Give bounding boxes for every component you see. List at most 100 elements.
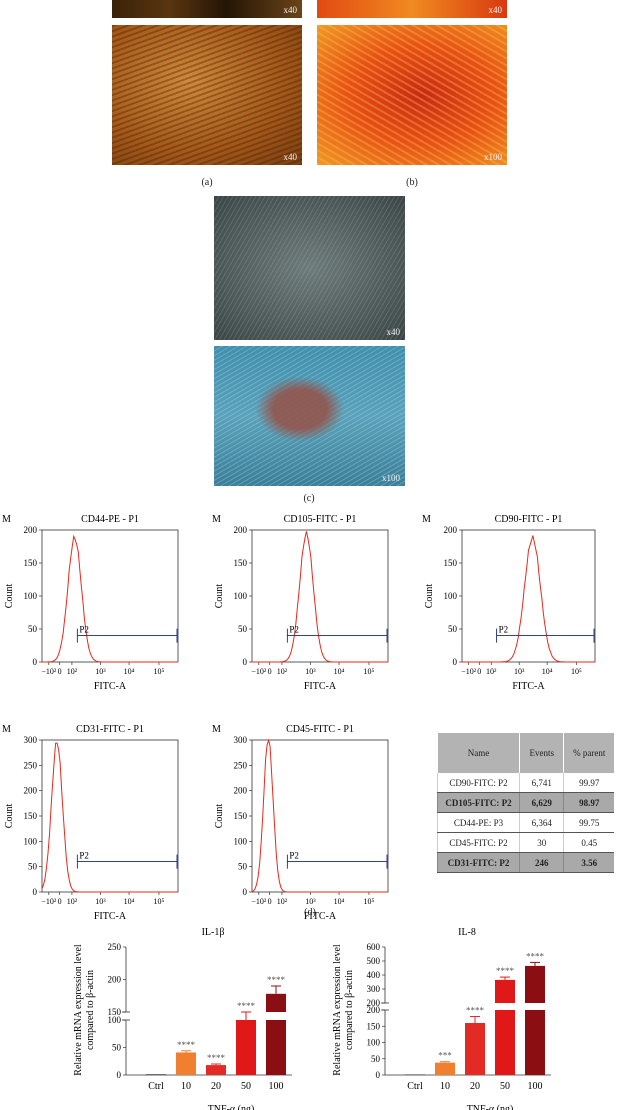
table-cell: 30 xyxy=(519,832,564,853)
y-tick-label: 0 xyxy=(33,887,38,897)
x-tick-label: 0 xyxy=(58,667,62,676)
table-cell: 6,741 xyxy=(519,773,564,793)
x-tick-label: 10⁴ xyxy=(124,897,135,906)
magnification-label: x40 xyxy=(283,5,298,15)
y-tick-label: 50 xyxy=(238,862,248,872)
y-tick-label: 0 xyxy=(453,657,458,667)
gate-label: P2 xyxy=(499,625,509,635)
x-tick-label: 0 xyxy=(268,667,272,676)
x-tick-label: 10⁵ xyxy=(571,667,582,676)
x-axis-label: FITC-A xyxy=(512,681,545,692)
plot-frame xyxy=(41,739,179,893)
table-cell: 99.97 xyxy=(563,773,614,793)
x-tick-label: 10² xyxy=(67,897,78,906)
x-tick-label: 10⁴ xyxy=(542,667,553,676)
x-tick-label: 10⁵ xyxy=(364,667,375,676)
x-axis-label: FITC-A xyxy=(304,681,337,692)
table-cell: 98.97 xyxy=(563,792,614,813)
y-tick-label: 250 xyxy=(24,760,38,770)
x-tick-label: 10² xyxy=(277,667,288,676)
table-row: CD90-FITC: P2 6,741 99.97 xyxy=(436,773,614,793)
x-tick-label: 10² xyxy=(486,667,497,676)
x-tick-label: 0 xyxy=(477,667,481,676)
y-tick-label: 200 xyxy=(234,525,248,535)
histogram-trace xyxy=(251,738,388,893)
histogram-trace xyxy=(41,742,178,893)
y-tick-label: 100 xyxy=(234,591,248,601)
table-header-row: Name Events % parent xyxy=(436,733,614,773)
y-axis-label: Count xyxy=(4,584,15,609)
gate-label: P2 xyxy=(289,851,299,861)
y-tick-label: 150 xyxy=(24,811,38,821)
panel-c-label: (c) xyxy=(303,493,315,504)
y-tick-label: 200 xyxy=(234,786,248,796)
y-tick-label: 100 xyxy=(444,591,458,601)
y-axis-label: Count xyxy=(214,584,225,609)
gate-label: P2 xyxy=(289,625,299,635)
histogram-trace xyxy=(42,534,178,663)
x-tick-label: 10⁵ xyxy=(154,897,165,906)
x-tick-label: 10³ xyxy=(305,667,316,676)
y-tick-label: 0 xyxy=(243,657,248,667)
plot-title: CD105-FITC - P1 xyxy=(284,514,357,525)
x-tick-label: −10² xyxy=(251,897,267,906)
table-header-percent: % parent xyxy=(563,733,614,773)
y-tick-label: 300 xyxy=(234,735,248,745)
plot-title: CD44-PE - P1 xyxy=(81,514,139,525)
table-cell: 3.56 xyxy=(563,852,614,873)
y-tick-label: 50 xyxy=(28,862,38,872)
y-tick-label: 250 xyxy=(234,760,248,770)
table-cell: CD105-FITC: P2 xyxy=(436,792,520,813)
table-row: CD45-FITC: P2 30 0.45 xyxy=(436,832,614,853)
table-header-name: Name xyxy=(436,733,520,773)
x-tick-label: 10³ xyxy=(514,667,525,676)
y-tick-label: 200 xyxy=(444,525,458,535)
table-cell: 246 xyxy=(519,852,564,873)
flow-stats-table: Name Events % parent CD90-FITC: P2 6,741… xyxy=(436,733,614,873)
panel-b-image-bottom: x100 xyxy=(317,25,507,165)
panel-a-image-top: x40 xyxy=(112,0,302,18)
y-tick-label: 150 xyxy=(24,558,38,568)
y-tick-label: 0 xyxy=(33,657,38,667)
table-cell: CD31-FITC: P2 xyxy=(436,852,520,873)
m-mark: M xyxy=(2,724,11,735)
panel-b-image-top: x40 xyxy=(317,0,507,18)
panel-b-label: (b) xyxy=(406,177,418,188)
table-cell: 6,364 xyxy=(519,812,564,833)
y-tick-label: 150 xyxy=(234,811,248,821)
x-tick-label: 0 xyxy=(268,897,272,906)
panel-d-label: (d) xyxy=(304,907,316,918)
y-tick-label: 100 xyxy=(24,591,38,601)
m-mark: M xyxy=(2,514,11,525)
magnification-label: x100 xyxy=(382,473,400,483)
plot-title: CD31-FITC - P1 xyxy=(76,724,144,735)
x-tick-label: 10² xyxy=(67,667,78,676)
plot-frame xyxy=(41,529,179,663)
plot-title: CD90-FITC - P1 xyxy=(495,514,563,525)
m-mark: M xyxy=(422,514,431,525)
y-axis-label: Count xyxy=(4,804,15,829)
panel-c-image-bottom: x100 xyxy=(214,346,405,486)
gate-label: P2 xyxy=(79,625,89,635)
x-axis-label: FITC-A xyxy=(94,681,127,692)
x-tick-label: −10² xyxy=(41,897,57,906)
table-cell: 6,629 xyxy=(519,792,564,813)
panel-a-image-bottom: x40 xyxy=(112,25,302,165)
y-tick-label: 300 xyxy=(24,735,38,745)
y-tick-label: 150 xyxy=(444,558,458,568)
x-tick-label: 10⁴ xyxy=(334,897,345,906)
gate-label: P2 xyxy=(79,851,89,861)
table-cell: CD45-FITC: P2 xyxy=(436,832,520,853)
y-tick-label: 50 xyxy=(448,624,458,634)
x-tick-label: 10⁴ xyxy=(124,667,135,676)
table-cell: CD90-FITC: P2 xyxy=(436,773,520,793)
x-tick-label: 0 xyxy=(58,897,62,906)
m-mark: M xyxy=(212,514,221,525)
y-tick-label: 0 xyxy=(243,887,248,897)
table-cell: 99.75 xyxy=(563,812,614,833)
table-row: CD31-FITC: P2 246 3.56 xyxy=(436,852,614,873)
table-row: CD105-FITC: P2 6,629 98.97 xyxy=(436,792,614,813)
panel-a-label: (a) xyxy=(201,177,213,188)
histogram-trace xyxy=(252,531,388,663)
